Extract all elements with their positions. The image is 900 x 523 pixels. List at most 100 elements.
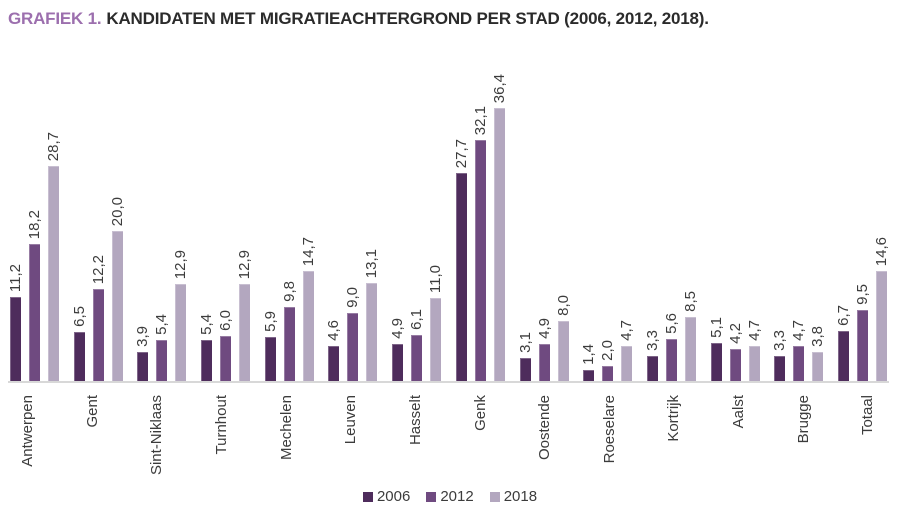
category-cell: Kortrijk — [654, 383, 695, 482]
bar-group-mechelen: 5,9 9,8 14,7 — [261, 237, 317, 381]
category-cell: Turnhout — [202, 383, 243, 482]
bar-cell: 14,6 — [872, 236, 890, 381]
bar-cell: 14,7 — [300, 237, 317, 381]
legend: 2006 2012 2018 — [0, 488, 900, 505]
bar-2006-roeselare — [583, 370, 595, 381]
bar-2018-sint-niklaas — [175, 284, 187, 381]
bar-group-antwerpen: 11,2 18,2 28,7 — [7, 131, 62, 381]
bar-cell: 4,7 — [790, 320, 807, 381]
bar-group-leuven: 4,6 9,0 13,1 — [325, 249, 380, 381]
bar-2006-totaal — [837, 331, 849, 381]
bar-2006-mechelen — [264, 337, 276, 381]
bar-value-label: 6,0 — [217, 310, 235, 331]
bar-2012-aalst — [729, 349, 741, 381]
bar-cell: 8,0 — [555, 295, 572, 381]
bar-cell: 5,4 — [153, 314, 170, 381]
bar-2018-totaal — [875, 271, 887, 381]
bar-cell: 28,7 — [45, 131, 62, 381]
bar-2006-brugge — [774, 356, 786, 381]
chart-title-text: KANDIDATEN MET MIGRATIEACHTERGROND PER S… — [106, 9, 709, 28]
category-cell: Gent — [73, 383, 114, 482]
bar-value-label: 9,0 — [344, 287, 362, 308]
category-cell: Aalst — [719, 383, 760, 482]
category-label-genk: Genk — [471, 395, 489, 431]
bar-2018-antwerpen — [48, 166, 59, 381]
bar-2012-kortrijk — [665, 339, 677, 381]
bar-value-label: 3,9 — [134, 326, 152, 347]
bar-value-label: 3,3 — [643, 330, 661, 351]
bar-value-label: 9,5 — [853, 284, 871, 305]
bar-value-label: 3,8 — [809, 326, 827, 347]
bar-cell: 4,9 — [535, 318, 553, 381]
bar-2018-aalst — [748, 346, 760, 381]
legend-label: 2006 — [376, 488, 411, 505]
bar-2006-sint-niklaas — [137, 352, 149, 381]
category-cell: Antwerpen — [8, 383, 49, 482]
category-label-roeselare: Roeselare — [600, 395, 618, 464]
bar-group-oostende: 3,1 4,9 8,0 — [516, 295, 572, 381]
bar-value-label: 4,9 — [535, 318, 553, 339]
bar-cell: 3,3 — [771, 330, 788, 381]
bar-value-label: 5,6 — [662, 313, 680, 334]
category-label-totaal: Totaal — [859, 395, 877, 436]
bar-chart-plot: 11,2 18,2 28,7 6,5 12,2 20,0 3,9 5,4 12,9 5,4 6,0 1… — [7, 31, 890, 383]
bar-2006-gent — [73, 332, 85, 381]
bar-cell: 3,1 — [516, 332, 534, 381]
bar-group-hasselt: 4,9 6,1 11,0 — [389, 265, 444, 381]
bar-cell: 4,7 — [746, 320, 763, 381]
bar-cell: 9,5 — [853, 284, 871, 381]
bar-cell: 32,1 — [472, 106, 489, 381]
category-label-hasselt: Hasselt — [406, 395, 424, 446]
bar-2018-gent — [111, 231, 123, 381]
bar-2006-leuven — [328, 346, 340, 381]
bar-value-label: 1,4 — [580, 344, 598, 365]
bar-value-label: 3,1 — [516, 332, 534, 353]
bar-value-label: 5,9 — [261, 311, 279, 332]
category-label-sint-niklaas: Sint-Niklaas — [148, 395, 166, 476]
bar-2018-oostende — [557, 321, 569, 381]
category-cell: Leuven — [331, 383, 372, 482]
category-cell: Totaal — [848, 383, 889, 482]
legend-swatch — [362, 491, 373, 502]
bar-value-label: 4,6 — [325, 320, 343, 341]
bar-2006-genk — [455, 173, 467, 381]
bar-2018-mechelen — [302, 271, 314, 381]
bar-cell: 4,6 — [325, 320, 343, 381]
bar-cell: 12,9 — [172, 249, 190, 381]
category-axis: Antwerpen Gent Sint-Niklaas Turnhout Mechele… — [8, 383, 889, 482]
bar-cell: 20,0 — [109, 197, 126, 381]
bar-2006-turnhout — [201, 340, 213, 381]
bar-2012-hasselt — [411, 335, 423, 381]
legend-label: 2012 — [440, 488, 474, 505]
chart-title: GRAFIEK 1. KANDIDATEN MET MIGRATIEACHTERG… — [0, 0, 900, 31]
bar-cell: 12,2 — [90, 255, 107, 381]
bar-2018-hasselt — [430, 298, 442, 381]
bar-value-label: 4,7 — [618, 320, 636, 341]
bar-value-label: 28,7 — [45, 131, 62, 161]
bar-2012-turnhout — [220, 336, 232, 381]
bar-cell: 2,0 — [599, 340, 617, 381]
bar-2006-kortrijk — [646, 356, 658, 381]
bar-cell: 5,4 — [198, 314, 216, 381]
bar-2012-gent — [92, 289, 104, 381]
bar-value-label: 12,9 — [172, 249, 190, 279]
bar-value-label: 14,6 — [872, 236, 890, 266]
bar-cell: 9,0 — [344, 287, 362, 381]
category-cell: Mechelen — [266, 383, 307, 482]
bar-cell: 4,7 — [618, 320, 636, 381]
bar-2006-aalst — [710, 343, 722, 381]
bar-value-label: 5,4 — [198, 314, 216, 335]
bar-cell: 6,1 — [408, 309, 425, 381]
category-label-leuven: Leuven — [342, 395, 360, 445]
bar-value-label: 4,2 — [726, 323, 744, 344]
bar-group-kortrijk: 3,3 5,6 8,5 — [643, 291, 699, 381]
category-label-aalst: Aalst — [729, 395, 747, 429]
bar-cell: 6,0 — [217, 310, 235, 381]
bar-2018-roeselare — [621, 346, 633, 381]
bar-value-label: 36,4 — [490, 73, 508, 103]
bar-cell: 6,5 — [71, 306, 88, 381]
bar-value-label: 2,0 — [599, 340, 617, 361]
category-cell: Oostende — [525, 383, 566, 482]
bar-group-roeselare: 1,4 2,0 4,7 — [580, 320, 636, 381]
